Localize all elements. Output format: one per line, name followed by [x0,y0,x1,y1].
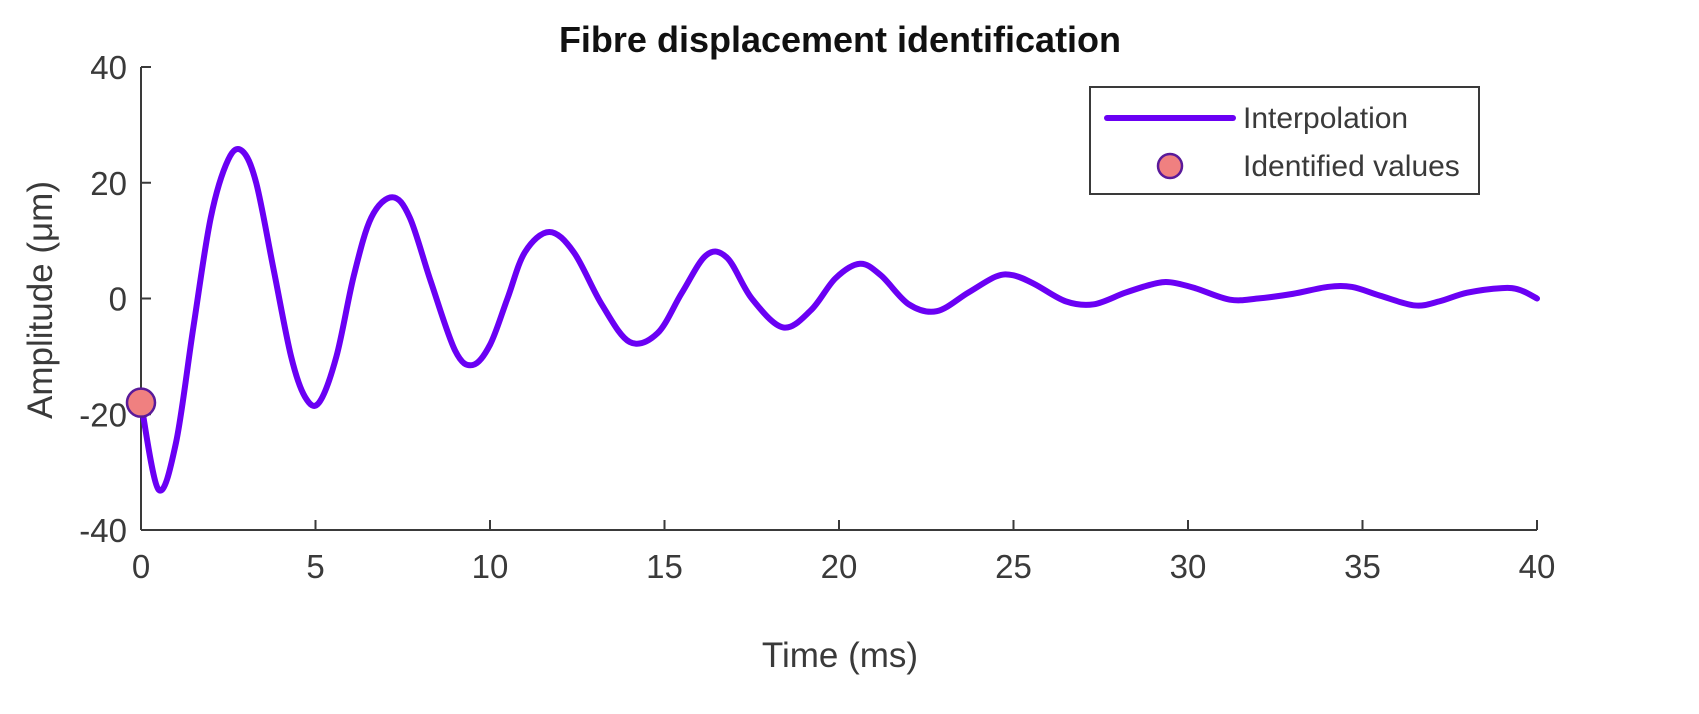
legend-label-identified-values: Identified values [1243,150,1460,183]
x-tick-label: 0 [132,548,150,585]
data-point-identified-value [125,387,157,418]
y-tick-label: 20 [90,165,127,202]
y-tick-label: -20 [79,396,127,433]
y-axis-label: Amplitude (μm) [21,181,60,419]
series-line-interpolation [138,146,1540,494]
series-layer [125,146,1540,494]
x-tick-label: 10 [472,548,509,585]
x-ticks: 0 5 10 15 20 25 30 35 40 [132,520,1556,585]
y-tick-label: 0 [109,281,127,318]
x-tick-label: 20 [821,548,858,585]
legend-label-interpolation: Interpolation [1243,102,1408,135]
x-tick-label: 30 [1170,548,1207,585]
y-tick-label: 40 [90,49,127,86]
chart-title: Fibre displacement identification [559,19,1121,60]
y-tick-label: -40 [79,512,127,549]
x-axis-label: Time (ms) [762,636,918,675]
legend-box [1089,86,1480,195]
x-tick-label: 25 [995,548,1032,585]
y-ticks: -40 -20 0 20 40 [79,49,151,549]
x-tick-label: 40 [1519,548,1556,585]
x-tick-label: 35 [1344,548,1381,585]
legend-swatch-identified-values [1156,152,1184,180]
legend: Interpolation Identified values [1089,86,1480,195]
x-tick-label: 15 [646,548,683,585]
x-tick-label: 5 [306,548,324,585]
